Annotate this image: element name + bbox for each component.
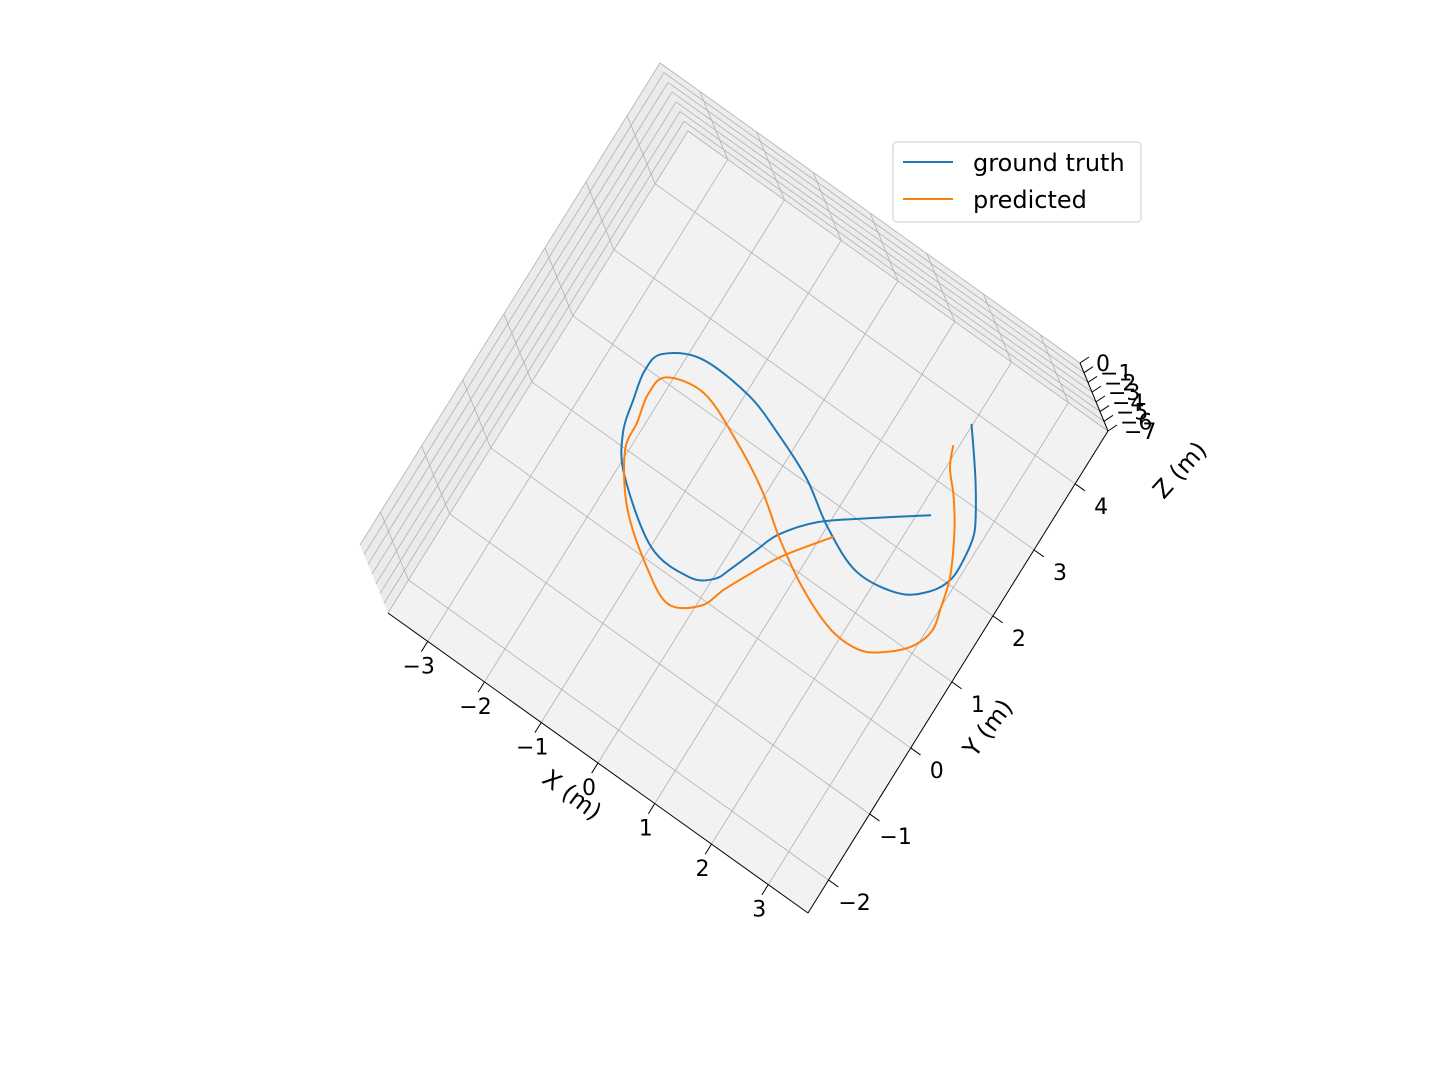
z-axis-label: Z (m) bbox=[1147, 436, 1212, 504]
x-tick-3 bbox=[591, 762, 599, 774]
z-tick-0 bbox=[1079, 356, 1090, 364]
y-tick-label-4: 2 bbox=[1012, 627, 1026, 652]
y-axis-line bbox=[807, 430, 1109, 914]
z-gridline-5 bbox=[379, 111, 1101, 594]
z-tick-label-6: −6 bbox=[1120, 410, 1152, 435]
y-tick-5 bbox=[1033, 549, 1045, 558]
z-tick-label-2: −2 bbox=[1104, 371, 1136, 396]
z-gridline-7 bbox=[387, 130, 1109, 614]
x-tick-5 bbox=[704, 843, 712, 855]
x-tick-label-2: −1 bbox=[516, 735, 548, 760]
y-tick-1 bbox=[869, 813, 880, 822]
y-tick-3 bbox=[951, 681, 962, 690]
x-tick-label-5: 2 bbox=[696, 857, 710, 882]
y-tick-label-0: −2 bbox=[838, 891, 870, 916]
y-tick-label-3: 1 bbox=[971, 693, 985, 718]
x-tick-2 bbox=[534, 722, 542, 733]
z-tick-label-4: −4 bbox=[1112, 391, 1144, 416]
legend-label-ground-truth: ground truth bbox=[973, 149, 1125, 177]
x-tick-4 bbox=[647, 803, 656, 814]
y-tick-label-6: 4 bbox=[1094, 495, 1108, 520]
legend-frame bbox=[892, 141, 1142, 223]
z-gridline-2 bbox=[367, 81, 1089, 565]
z-axis-line bbox=[1079, 362, 1109, 432]
y-tick-6 bbox=[1074, 483, 1086, 492]
z-tick-label-5: −5 bbox=[1116, 401, 1148, 426]
z-tick-2 bbox=[1087, 376, 1098, 383]
y-tick-label-5: 3 bbox=[1053, 561, 1067, 586]
x-tick-label-4: 1 bbox=[639, 817, 653, 842]
z-tick-label-3: −3 bbox=[1108, 381, 1140, 406]
z-gridline-4 bbox=[375, 101, 1097, 585]
x-axis-label: X (m) bbox=[537, 764, 607, 826]
z-gridline-6 bbox=[383, 120, 1105, 604]
y-tick-label-1: −1 bbox=[879, 825, 911, 850]
x-tick-label-0: −3 bbox=[403, 654, 435, 679]
y-tick-label-2: 0 bbox=[930, 759, 944, 784]
grid-lines bbox=[359, 62, 1109, 885]
z-tick-label-7: −7 bbox=[1124, 420, 1156, 445]
y-tick-0 bbox=[828, 879, 839, 888]
left-wall-pane bbox=[360, 63, 688, 613]
x-tick-label-3: 0 bbox=[582, 776, 596, 801]
z-tick-6 bbox=[1103, 414, 1114, 422]
y-tick-4 bbox=[992, 615, 1003, 624]
z-tick-1 bbox=[1083, 366, 1094, 374]
z-tick-7 bbox=[1107, 424, 1118, 432]
series-line-ground-truth bbox=[620, 351, 977, 596]
series-lines bbox=[620, 351, 977, 654]
z-tick-3 bbox=[1091, 385, 1102, 393]
y-tick-2 bbox=[910, 747, 921, 756]
x-tick-6 bbox=[761, 884, 769, 896]
x-tick-label-1: −2 bbox=[459, 695, 491, 720]
z-gridline-1 bbox=[363, 72, 1085, 555]
z-gridline-3 bbox=[371, 91, 1093, 575]
z-gridline-0 bbox=[359, 62, 1081, 546]
y-axis-label: Y (m) bbox=[957, 694, 1019, 763]
z-tick-label-0: 0 bbox=[1096, 352, 1110, 377]
z-tick-5 bbox=[1099, 405, 1110, 412]
legend: ground truth predicted bbox=[892, 141, 1142, 223]
z-tick-4 bbox=[1095, 395, 1106, 403]
x-tick-label-6: 3 bbox=[752, 898, 766, 923]
x-tick-0 bbox=[420, 641, 429, 652]
series-line-predicted bbox=[623, 376, 956, 654]
z-tick-label-1: −1 bbox=[1100, 362, 1132, 387]
x-tick-1 bbox=[477, 681, 485, 693]
legend-label-predicted: predicted bbox=[973, 186, 1087, 214]
